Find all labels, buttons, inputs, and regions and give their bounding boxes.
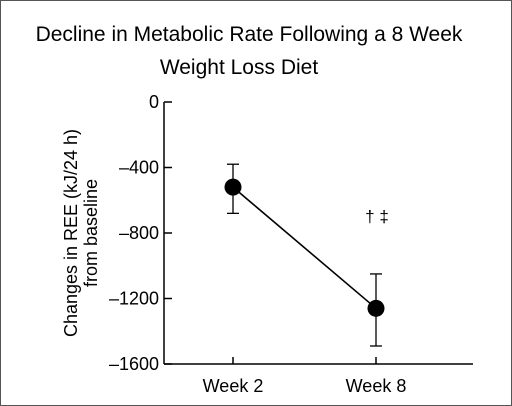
chart-title-line-2: Weight Loss Diet — [160, 56, 319, 79]
y-tick-label: –400 — [119, 158, 159, 178]
y-axis-title: Changes in REE (kJ/24 h) from baseline — [61, 129, 101, 337]
x-tick-label: Week 8 — [346, 376, 407, 396]
series-line — [232, 186, 377, 309]
data-point — [224, 178, 242, 196]
y-tick-label: –1200 — [109, 289, 159, 309]
chart-marks — [224, 163, 385, 347]
y-tick-label: –800 — [119, 223, 159, 243]
y-axis-title-line-2: from baseline — [81, 179, 101, 287]
y-axis-title-line-1: Changes in REE (kJ/24 h) — [61, 129, 81, 337]
y-tick-label: –1600 — [109, 354, 159, 374]
data-point — [367, 299, 385, 317]
x-tick-label: Week 2 — [203, 376, 264, 396]
axes: 0 –400 –800 –1200 –1600 Week 2 Week 8 — [109, 92, 473, 396]
chart-title-line-1: Decline in Metabolic Rate Following a 8 … — [36, 23, 463, 46]
significance-annotation: † ‡ — [365, 207, 389, 226]
y-tick-label: 0 — [149, 92, 159, 112]
